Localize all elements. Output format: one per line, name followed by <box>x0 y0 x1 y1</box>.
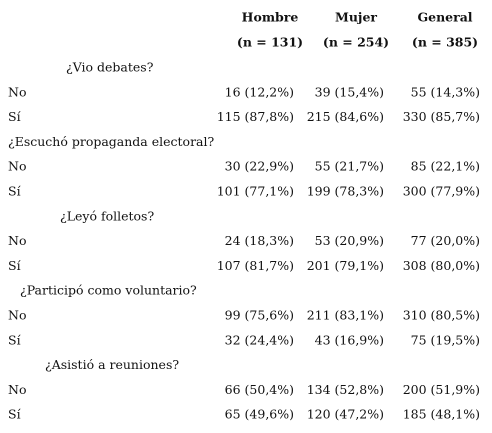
row-label: Sí <box>8 184 22 199</box>
column-n: (n = 131) <box>237 35 303 50</box>
cell: 185 (48,1%) <box>403 407 480 422</box>
row-label: No <box>8 159 26 174</box>
cell: 55 (21,7%) <box>315 159 384 174</box>
column-header: Hombre <box>242 10 299 25</box>
cell: 43 (16,9%) <box>315 332 384 347</box>
cell: 200 (51,9%) <box>403 382 480 397</box>
cell: 39 (15,4%) <box>315 84 384 99</box>
cell: 66 (50,4%) <box>225 382 294 397</box>
cell: 65 (49,6%) <box>225 407 294 422</box>
row-label: Sí <box>8 258 22 273</box>
cell: 85 (22,1%) <box>411 159 480 174</box>
row-label: No <box>8 308 26 323</box>
row-label: No <box>8 233 26 248</box>
column-header: Mujer <box>335 10 377 25</box>
question: ¿Asistió a reuniones? <box>45 357 179 372</box>
cell: 99 (75,6%) <box>225 308 294 323</box>
row-label: Sí <box>8 332 22 347</box>
cell: 199 (78,3%) <box>307 184 384 199</box>
question: ¿Escuchó propaganda electoral? <box>8 134 214 149</box>
cell: 55 (14,3%) <box>411 84 480 99</box>
cell: 120 (47,2%) <box>307 407 384 422</box>
row-label: No <box>8 84 26 99</box>
column-header: General <box>417 10 472 25</box>
cell: 32 (24,4%) <box>225 332 294 347</box>
question: ¿Participó como voluntario? <box>20 283 197 298</box>
cell: 107 (81,7%) <box>217 258 294 273</box>
cell: 310 (80,5%) <box>403 308 480 323</box>
cell: 201 (79,1%) <box>307 258 384 273</box>
question: ¿Vio debates? <box>66 60 154 75</box>
row-label: Sí <box>8 407 22 422</box>
cell: 300 (77,9%) <box>403 184 480 199</box>
question: ¿Leyó folletos? <box>60 208 154 223</box>
cell: 330 (85,7%) <box>403 109 480 124</box>
cell: 24 (18,3%) <box>225 233 294 248</box>
cell: 308 (80,0%) <box>403 258 480 273</box>
cell: 77 (20,0%) <box>411 233 480 248</box>
column-n: (n = 385) <box>412 35 478 50</box>
cell: 215 (84,6%) <box>307 109 384 124</box>
cell: 75 (19,5%) <box>411 332 480 347</box>
cell: 115 (87,8%) <box>217 109 294 124</box>
cell: 30 (22,9%) <box>225 159 294 174</box>
column-n: (n = 254) <box>323 35 389 50</box>
row-label: Sí <box>8 109 22 124</box>
cell: 53 (20,9%) <box>315 233 384 248</box>
cell: 211 (83,1%) <box>307 308 384 323</box>
cell: 101 (77,1%) <box>217 184 294 199</box>
row-label: No <box>8 382 26 397</box>
cell: 16 (12,2%) <box>225 84 294 99</box>
cell: 134 (52,8%) <box>307 382 384 397</box>
